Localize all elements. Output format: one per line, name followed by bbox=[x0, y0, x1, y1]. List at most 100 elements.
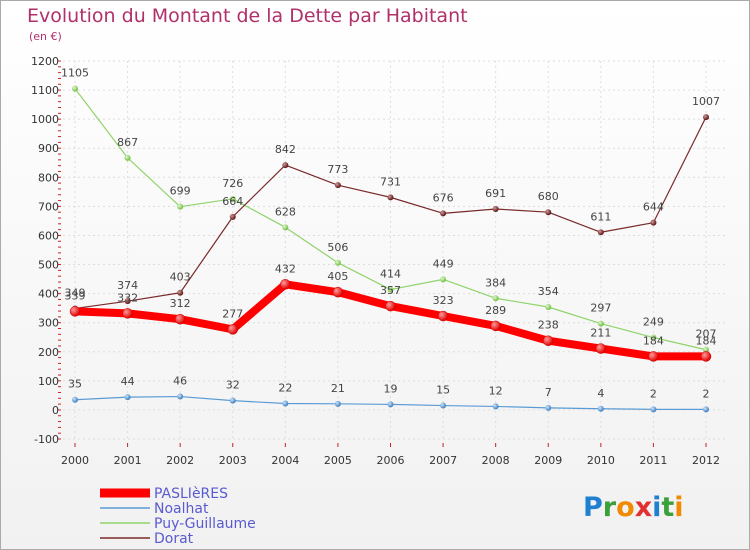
data-point bbox=[597, 405, 604, 412]
data-point bbox=[122, 308, 133, 319]
data-label: 432 bbox=[275, 262, 296, 275]
data-label: 7 bbox=[545, 386, 552, 399]
data-label: 691 bbox=[485, 187, 506, 200]
data-point bbox=[334, 182, 341, 189]
y-tick-label: 200 bbox=[38, 346, 59, 359]
data-point bbox=[332, 286, 344, 298]
data-label: 414 bbox=[380, 268, 401, 281]
data-point bbox=[440, 402, 447, 409]
proxiti-logo-text: Proxiti bbox=[583, 492, 684, 523]
data-point bbox=[648, 351, 659, 362]
y-tick-label: -100 bbox=[34, 433, 59, 446]
data-point bbox=[703, 114, 709, 121]
x-tick-label: 2000 bbox=[61, 454, 89, 467]
y-tick-label: 300 bbox=[38, 317, 59, 330]
data-point bbox=[595, 343, 607, 354]
data-point bbox=[492, 206, 499, 213]
logo-letter: x bbox=[635, 492, 652, 523]
data-label: 12 bbox=[489, 384, 503, 397]
legend-label: PASLIèRES bbox=[154, 486, 228, 502]
data-point bbox=[229, 195, 236, 202]
y-tick-label: 500 bbox=[38, 259, 59, 272]
data-label: 374 bbox=[117, 279, 138, 292]
y-tick-label: 0 bbox=[52, 404, 59, 417]
logo-letter: t bbox=[661, 492, 674, 523]
data-point bbox=[545, 303, 552, 310]
data-point bbox=[69, 306, 81, 317]
data-point bbox=[597, 229, 604, 236]
data-label: 15 bbox=[436, 384, 450, 397]
x-tick-label: 2011 bbox=[639, 454, 667, 467]
data-label: 506 bbox=[327, 241, 348, 254]
data-label: 628 bbox=[275, 205, 296, 218]
x-tick-label: 2010 bbox=[587, 454, 615, 467]
data-point bbox=[72, 85, 78, 92]
data-point bbox=[282, 162, 289, 169]
data-label: 349 bbox=[65, 286, 86, 299]
data-label: 867 bbox=[117, 136, 138, 149]
data-label: 35 bbox=[68, 378, 82, 391]
data-label: 184 bbox=[643, 334, 664, 347]
axes: -100 0 100 200 300 400 500 600 700 800 900 1000 1100… bbox=[31, 55, 720, 467]
y-tick-label: 100 bbox=[38, 375, 59, 388]
data-label: 403 bbox=[170, 271, 191, 284]
data-label: 449 bbox=[433, 257, 454, 270]
legend-label: Puy-Guillaume bbox=[154, 516, 256, 532]
data-label: 19 bbox=[384, 382, 398, 395]
data-label: 726 bbox=[222, 177, 243, 190]
x-tick-label: 2006 bbox=[377, 454, 405, 467]
data-point bbox=[597, 320, 604, 327]
x-tick-label: 2004 bbox=[271, 454, 299, 467]
y-tick-label: 1000 bbox=[31, 113, 59, 126]
x-tick-label: 2005 bbox=[324, 454, 352, 467]
data-point bbox=[650, 334, 657, 341]
x-tick-label: 2009 bbox=[534, 454, 562, 467]
legend-label: Dorat bbox=[154, 531, 194, 547]
x-tick-label: 2012 bbox=[692, 454, 720, 467]
data-point bbox=[280, 279, 291, 290]
data-label: 664 bbox=[222, 195, 243, 208]
y-tick-label: 1200 bbox=[31, 55, 59, 68]
y-tick-label: 400 bbox=[38, 288, 59, 301]
data-label: 2 bbox=[703, 387, 710, 400]
data-label: 339 bbox=[65, 289, 86, 302]
data-point bbox=[387, 401, 394, 408]
data-point bbox=[545, 209, 552, 216]
legend-label: Noalhat bbox=[154, 501, 209, 517]
x-tick-label: 2002 bbox=[166, 454, 194, 467]
data-point bbox=[385, 300, 396, 312]
data-point bbox=[124, 394, 131, 401]
data-label: 405 bbox=[327, 270, 348, 283]
data-label: 46 bbox=[173, 375, 187, 388]
chart-title: Evolution du Montant de la Dette par Hab… bbox=[27, 5, 468, 27]
data-label: 332 bbox=[117, 291, 138, 304]
data-label: 842 bbox=[275, 143, 296, 156]
data-point bbox=[703, 406, 709, 413]
y-tick-label: 1100 bbox=[31, 84, 59, 97]
data-label: 184 bbox=[696, 334, 717, 347]
data-label: 323 bbox=[433, 294, 454, 307]
logo-letter: r bbox=[603, 492, 617, 523]
data-point bbox=[334, 259, 341, 266]
data-label: 312 bbox=[170, 297, 191, 310]
data-point bbox=[492, 403, 499, 410]
data-label: 32 bbox=[226, 379, 240, 392]
x-tick-label: 2003 bbox=[219, 454, 247, 467]
data-label: 4 bbox=[597, 387, 604, 400]
data-label: 22 bbox=[278, 382, 292, 395]
data-point bbox=[387, 286, 394, 293]
logo-letter: o bbox=[616, 492, 635, 523]
data-label: 2 bbox=[650, 387, 657, 400]
data-point bbox=[650, 219, 657, 226]
y-tick-label: 600 bbox=[38, 229, 59, 242]
x-tick-label: 2001 bbox=[114, 454, 142, 467]
data-label: 611 bbox=[590, 210, 611, 223]
chart-subtitle: (en €) bbox=[29, 30, 62, 43]
data-point bbox=[440, 210, 447, 217]
data-label: 207 bbox=[696, 328, 717, 341]
data-point bbox=[177, 393, 184, 400]
data-point bbox=[700, 351, 712, 362]
data-label: 297 bbox=[590, 302, 611, 315]
